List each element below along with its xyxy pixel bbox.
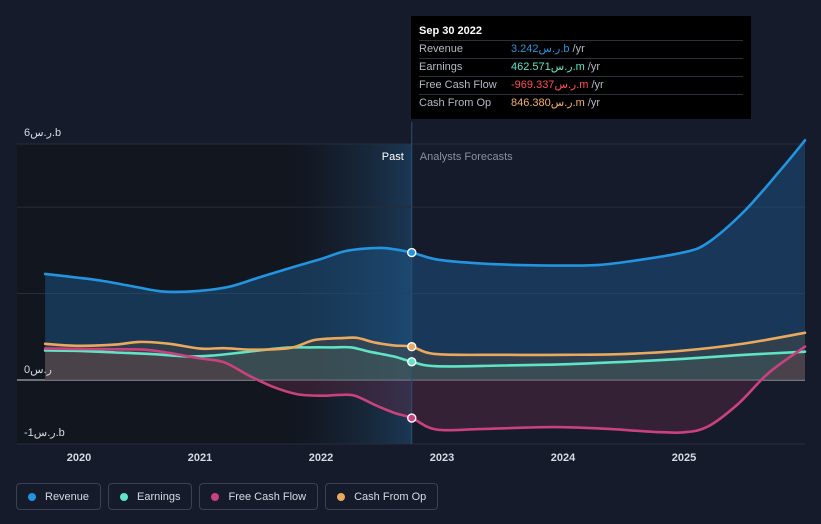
x-tick-label: 2023: [430, 452, 454, 464]
legend-dot-icon: [120, 492, 129, 501]
tooltip-row-unit: /yr: [587, 61, 601, 73]
revenue-marker: [407, 247, 417, 258]
tooltip-date: Sep 30 2022: [419, 25, 482, 37]
tooltip-row-unit: /yr: [572, 43, 585, 55]
x-tick-label: 2024: [551, 452, 576, 464]
x-axis-labels: 2020 2021 2022 2023 2024 2025: [67, 452, 696, 464]
tooltip-row: Cash From Op 846.380ر.س.m/yr: [419, 94, 743, 112]
free-cash-flow-marker: [407, 413, 417, 423]
legend-item-label: Cash From Op: [354, 490, 427, 503]
earnings-area: [45, 347, 806, 380]
cash-from-op-line: [43, 331, 807, 357]
legend-item-label: Revenue: [45, 490, 90, 503]
earnings-marker: [407, 357, 417, 367]
tooltip-row: Earnings 462.571ر.س.m/yr: [419, 58, 743, 76]
tooltip-row: Revenue 3.242ر.س.b/yr: [419, 40, 743, 58]
legend-item-label: Free Cash Flow: [228, 490, 307, 503]
legend-dot-icon: [28, 492, 36, 501]
tooltip: Sep 30 2022 Revenue 3.242ر.س.b/yr Earnings…: [411, 16, 751, 119]
x-tick-label: 2022: [309, 452, 333, 464]
tooltip-row-label: Earnings: [419, 61, 463, 73]
legend-dot-icon: [211, 492, 220, 501]
cash-from-op-marker: [407, 342, 417, 352]
y-axis-labels: 6ر.س.b 0ر.س -1ر.س.b: [24, 127, 65, 439]
tooltip-row-label: Free Cash Flow: [419, 79, 497, 91]
tooltip-row-value: 846.380ر.س.m: [511, 97, 585, 109]
x-tick-label: 2020: [67, 452, 91, 464]
tooltip-row-value: 462.571ر.س.m: [511, 61, 585, 73]
tooltip-row-unit: /yr: [587, 97, 601, 109]
y-tick-label: 0ر.س: [24, 364, 52, 376]
legend-item-label: Earnings: [137, 490, 181, 503]
series-lines: [43, 139, 807, 435]
legend-item-cash-from-op[interactable]: Cash From Op: [325, 483, 439, 510]
earnings-line: [43, 345, 807, 368]
x-tick-label: 2025: [672, 452, 696, 464]
x-tick-label: 2021: [188, 452, 212, 464]
tooltip-row-value: 3.242ر.س.b: [511, 43, 570, 55]
revenue-area: [45, 140, 806, 380]
free-cash-flow-line: [43, 345, 807, 435]
tooltip-row-label: Cash From Op: [419, 97, 492, 109]
legend-item-revenue[interactable]: Revenue: [16, 483, 102, 510]
gridlines: [17, 143, 805, 445]
legend: Revenue Earnings Free Cash Flow Cash From O…: [16, 483, 439, 510]
hover-markers: [407, 247, 417, 423]
y-tick-label: 6ر.س.b: [24, 127, 61, 139]
y-tick-label: -1ر.س.b: [24, 427, 65, 439]
legend-item-free-cash-flow[interactable]: Free Cash Flow: [199, 483, 319, 510]
legend-item-earnings[interactable]: Earnings: [108, 483, 193, 510]
tooltip-row-unit: /yr: [591, 79, 604, 91]
forecast-label: Analysts Forecasts: [420, 151, 513, 163]
past-label: Past: [382, 151, 404, 163]
tooltip-row-value: -969.337ر.س.m: [511, 79, 589, 91]
tooltip-row: Free Cash Flow -969.337ر.س.m/yr: [419, 76, 743, 94]
legend-dot-icon: [337, 492, 346, 501]
tooltip-row-label: Revenue: [419, 43, 464, 55]
revenue-line: [43, 139, 807, 294]
